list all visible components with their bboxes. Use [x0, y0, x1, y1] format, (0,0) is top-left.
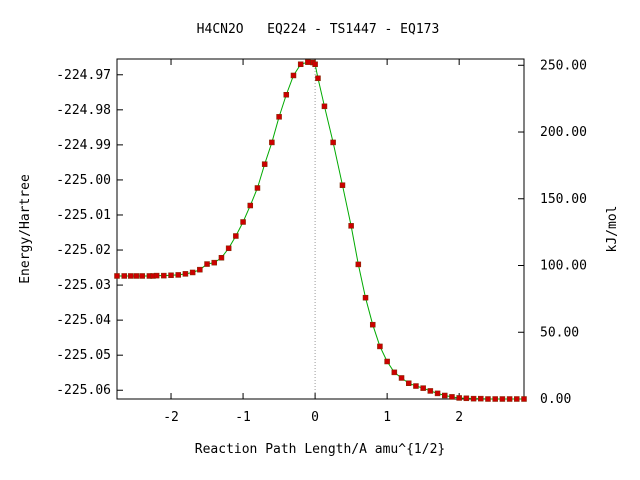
y-tick-label: -225.02 — [56, 243, 111, 258]
data-point — [449, 394, 455, 400]
y-tick-label: -225.04 — [56, 313, 111, 328]
data-point — [369, 321, 376, 328]
y-tick-label: -225.01 — [56, 208, 111, 223]
data-point — [121, 273, 127, 279]
data-point — [139, 273, 145, 279]
data-point — [189, 269, 196, 276]
y-axis-label: Energy/Hartree — [18, 174, 33, 284]
x-tick-label: 2 — [455, 410, 463, 425]
y2-tick-label: 150.00 — [540, 192, 587, 207]
data-point — [261, 161, 268, 167]
data-point — [153, 272, 160, 279]
y-tick-label: -225.06 — [56, 383, 111, 398]
data-point — [114, 273, 120, 279]
data-point — [506, 396, 513, 402]
data-point — [175, 272, 181, 278]
data-point — [315, 75, 321, 82]
y-tick-label: -224.99 — [56, 138, 111, 153]
data-point — [225, 245, 232, 252]
data-point — [197, 266, 203, 273]
y-tick-label: -224.98 — [56, 103, 111, 118]
y2-tick-label: 100.00 — [540, 259, 587, 274]
data-point — [254, 185, 261, 191]
y-tick-label: -225.05 — [56, 348, 111, 363]
data-point — [362, 294, 369, 301]
data-point — [470, 395, 477, 402]
plot-frame — [116, 58, 525, 400]
data-point — [297, 61, 304, 68]
x-tick-label: 1 — [383, 410, 391, 425]
chart-title: H4CN2O EQ224 - TS1447 - EQ173 — [197, 22, 440, 37]
y-tick-label: -225.03 — [56, 278, 111, 293]
y2-axis-label: kJ/mol — [605, 206, 620, 253]
data-point — [211, 259, 217, 266]
data-point — [492, 396, 498, 402]
data-point — [377, 343, 383, 350]
data-point — [182, 271, 189, 277]
data-point — [161, 272, 167, 279]
data-point — [442, 392, 448, 399]
data-point — [427, 388, 434, 394]
y2-tick-label: 200.00 — [540, 125, 587, 140]
data-point — [283, 92, 290, 98]
x-axis-label: Reaction Path Length/A amu^{1/2} — [195, 442, 445, 457]
data-point — [330, 139, 336, 146]
data-point — [391, 369, 398, 376]
y2-tick-label: 250.00 — [540, 58, 587, 73]
data-point — [218, 254, 225, 261]
data-point — [312, 61, 318, 68]
data-point — [514, 396, 520, 402]
y-tick-label: -225.00 — [56, 173, 111, 188]
data-point — [478, 395, 484, 402]
y2-tick-label: 50.00 — [540, 325, 579, 340]
data-point — [240, 219, 246, 225]
data-point — [233, 233, 239, 239]
data-point — [168, 272, 174, 279]
data-point — [456, 395, 462, 401]
y-tick-label: -224.97 — [56, 68, 111, 83]
plot-area: -2 -1 0 1 2 -224.97 -224.98 -224.99 -225.00 -225.… — [56, 58, 587, 425]
data-point — [405, 380, 412, 386]
data-point — [355, 261, 362, 268]
data-point — [420, 385, 426, 391]
data-point — [434, 390, 441, 397]
data-point — [305, 59, 311, 65]
series-line — [117, 61, 524, 400]
data-point — [339, 182, 346, 188]
data-point — [485, 396, 491, 402]
x-tick-label: -2 — [163, 410, 179, 425]
data-point — [276, 114, 282, 120]
data-point — [127, 273, 134, 279]
data-point — [463, 395, 470, 402]
data-point — [247, 202, 254, 209]
data-point — [133, 273, 140, 279]
data-point — [348, 223, 354, 229]
data-point — [204, 261, 210, 267]
data-point — [521, 396, 527, 402]
data-point — [269, 139, 275, 146]
data-point — [413, 383, 419, 389]
x-tick-label: 0 — [311, 410, 319, 425]
data-point — [384, 358, 390, 365]
data-point — [321, 103, 328, 110]
x-tick-label: -1 — [235, 410, 251, 425]
y2-tick-label: 0.00 — [540, 392, 571, 407]
data-point — [290, 72, 297, 79]
data-point — [499, 396, 506, 402]
data-point — [398, 375, 405, 381]
